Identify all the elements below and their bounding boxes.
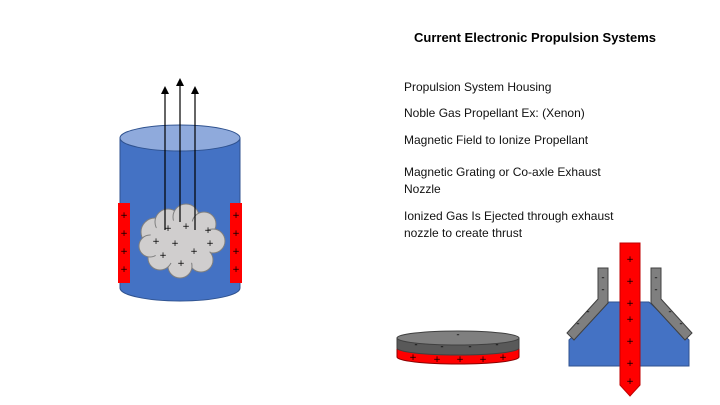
plus-sign: + <box>232 229 240 239</box>
plus-sign: + <box>626 315 634 325</box>
plus-sign: + <box>232 247 240 257</box>
plus-sign: + <box>204 226 212 236</box>
minus-sign: - <box>668 307 671 317</box>
minus-sign: - <box>440 342 443 352</box>
plus-sign: + <box>479 355 487 365</box>
plus-sign: + <box>159 251 167 261</box>
plus-sign: + <box>626 255 634 265</box>
plus-sign: + <box>177 259 185 269</box>
thrust-arrows <box>161 78 199 230</box>
legend-housing: Propulsion System Housing <box>404 80 552 94</box>
plus-sign: + <box>152 237 160 247</box>
plus-sign: + <box>232 211 240 221</box>
plus-sign: + <box>626 277 634 287</box>
plus-sign: + <box>120 211 128 221</box>
plus-sign: + <box>626 377 634 387</box>
plus-sign: + <box>206 239 214 249</box>
minus-sign: - <box>654 273 657 283</box>
plus-sign: + <box>499 353 507 363</box>
minus-sign: - <box>586 307 589 317</box>
magnetic-grating-disc: - - - - - + + + + + <box>396 330 520 365</box>
plus-sign: + <box>433 355 441 365</box>
plus-sign: + <box>171 239 179 249</box>
minus-sign: - <box>576 319 579 329</box>
plus-sign: + <box>409 353 417 363</box>
plus-sign: + <box>164 224 172 234</box>
plus-sign: + <box>232 265 240 275</box>
plus-sign: + <box>120 247 128 257</box>
minus-sign: - <box>414 340 417 350</box>
plus-sign: + <box>120 265 128 275</box>
plus-sign: + <box>626 299 634 309</box>
minus-sign: - <box>468 342 471 352</box>
minus-sign: - <box>654 285 657 295</box>
plus-sign: + <box>190 247 198 257</box>
plus-sign: + <box>182 222 190 232</box>
legend-ionized-gas: Ionized Gas Is Ejected through exhaust n… <box>404 209 614 240</box>
minus-sign: - <box>601 273 604 283</box>
plus-sign: + <box>626 359 634 369</box>
minus-sign: - <box>456 330 459 340</box>
minus-sign: - <box>601 285 604 295</box>
legend-grating: Magnetic Grating or Co-axle Exhaust Nozz… <box>404 165 601 196</box>
left-magnet-bar: + + + + <box>118 203 130 283</box>
page-title: Current Electronic Propulsion Systems <box>414 30 657 45</box>
minus-sign: - <box>679 319 682 329</box>
legend-propellant: Noble Gas Propellant Ex: (Xenon) <box>404 106 585 120</box>
plus-sign: + <box>626 337 634 347</box>
legend-magnetic-field: Magnetic Field to Ionize Propellant <box>404 133 589 147</box>
minus-sign: - <box>495 340 498 350</box>
plus-sign: + <box>456 355 464 365</box>
plus-sign: + <box>120 229 128 239</box>
exhaust-nozzle: - - - - - - - - + + + + + + + <box>566 242 693 397</box>
right-magnet-bar: + + + + <box>230 203 242 283</box>
